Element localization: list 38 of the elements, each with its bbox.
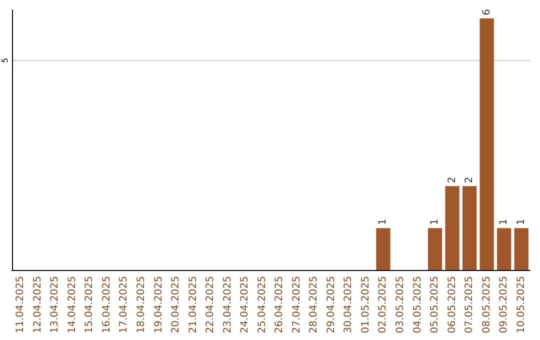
x-tick-label: 29.04.2025 bbox=[326, 276, 337, 334]
x-tick-label: 03.05.2025 bbox=[395, 276, 406, 334]
x-tick-label: 15.04.2025 bbox=[84, 276, 96, 334]
x-tick-label: 22.04.2025 bbox=[205, 276, 216, 334]
data-label: 1 bbox=[516, 218, 527, 226]
data-label: 1 bbox=[430, 218, 441, 226]
data-label: 1 bbox=[498, 218, 510, 226]
x-tick-label: 02.05.2025 bbox=[378, 276, 389, 334]
x-tick-label: 25.04.2025 bbox=[256, 276, 268, 334]
x-tick-label: 04.05.2025 bbox=[412, 276, 424, 334]
data-label: 6 bbox=[481, 9, 492, 16]
x-tick-label: 20.04.2025 bbox=[170, 276, 182, 334]
x-tick-label: 17.04.2025 bbox=[118, 276, 130, 334]
x-tick-label: 18.04.2025 bbox=[136, 276, 147, 334]
x-tick-label: 28.04.2025 bbox=[308, 276, 320, 334]
x-tick-label: 16.04.2025 bbox=[101, 276, 112, 334]
x-tick-label: 13.04.2025 bbox=[50, 276, 61, 334]
x-tick-label: 23.04.2025 bbox=[222, 276, 234, 334]
x-tick-label: 27.04.2025 bbox=[291, 276, 302, 334]
x-tick-label: 26.04.2025 bbox=[274, 276, 286, 334]
x-tick-label: 21.04.2025 bbox=[188, 276, 199, 334]
x-tick-label: 08.05.2025 bbox=[481, 276, 492, 334]
data-label: 2 bbox=[446, 176, 458, 184]
x-tick-label: 30.04.2025 bbox=[343, 276, 354, 334]
x-tick-label: 07.05.2025 bbox=[464, 276, 476, 334]
y-tick-label: 5 bbox=[0, 58, 10, 63]
x-tick-label: 10.05.2025 bbox=[516, 276, 527, 334]
data-label: 2 bbox=[464, 176, 476, 184]
x-tick-label: 01.05.2025 bbox=[360, 276, 372, 334]
x-tick-label: 19.04.2025 bbox=[153, 276, 164, 334]
x-tick-label: 12.04.2025 bbox=[32, 276, 44, 334]
x-tick-label: 06.05.2025 bbox=[446, 276, 458, 334]
x-tick-label: 05.05.2025 bbox=[430, 276, 441, 334]
x-tick-label: 11.04.2025 bbox=[15, 276, 26, 334]
x-tick-label: 14.04.2025 bbox=[66, 276, 78, 334]
x-tick-label: 09.05.2025 bbox=[498, 276, 510, 334]
data-label: 1 bbox=[378, 218, 389, 226]
x-tick-label: 24.04.2025 bbox=[240, 276, 251, 334]
